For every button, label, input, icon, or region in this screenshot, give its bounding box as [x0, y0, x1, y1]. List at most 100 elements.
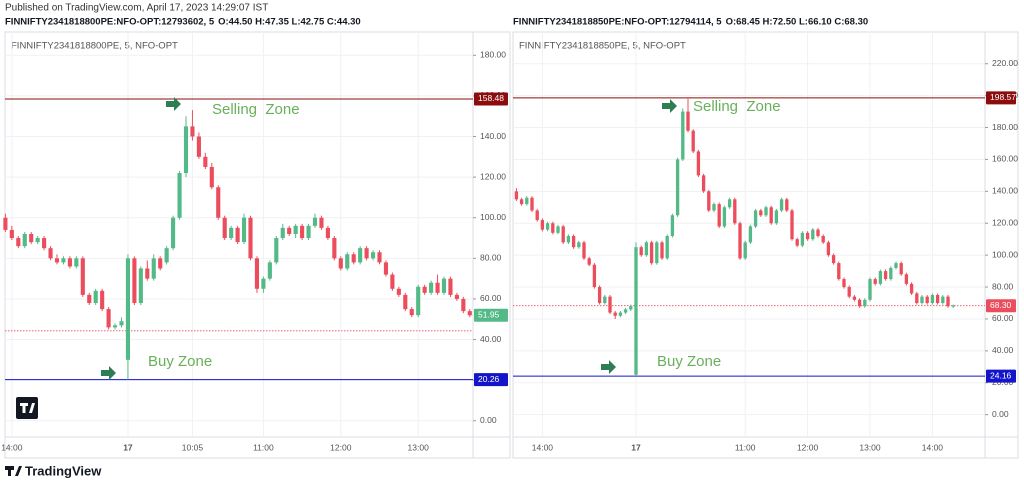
- candle-body: [790, 210, 794, 240]
- candle-body: [655, 242, 659, 264]
- candle-body: [48, 248, 53, 259]
- candle-body: [915, 293, 919, 303]
- price-tag-label: 158.48: [478, 93, 504, 103]
- candle-body: [826, 242, 831, 256]
- candle-body: [878, 271, 883, 284]
- candle-body: [629, 306, 633, 310]
- candle-body: [403, 294, 408, 310]
- candle-body: [158, 258, 163, 269]
- candle-body: [209, 166, 214, 188]
- symbol-label: FINNIFTY2341818850PE, 5, NFO-OPT: [519, 41, 686, 52]
- price-tag: [986, 369, 1016, 383]
- candle-body: [100, 290, 105, 310]
- candle-body: [561, 226, 565, 243]
- x-tick-label: 14:00: [922, 442, 944, 452]
- price-tag: [474, 308, 508, 322]
- candle-body: [325, 227, 330, 239]
- x-tick-label: 13:00: [408, 442, 430, 452]
- candle-body: [691, 130, 695, 152]
- y-tick-label: 0.00: [992, 409, 1009, 419]
- candle-body: [338, 258, 343, 269]
- candle-body: [358, 248, 363, 263]
- candle-body: [852, 296, 857, 300]
- candle-body: [351, 254, 356, 263]
- candle-body: [364, 248, 369, 259]
- zone-annotation: Selling Zone: [693, 98, 781, 115]
- candle-body: [577, 242, 581, 248]
- candle-body: [119, 321, 124, 326]
- y-tick-label: 40.00: [480, 334, 502, 344]
- candle-body: [525, 197, 529, 205]
- candle-body: [106, 309, 111, 328]
- candle-body: [383, 262, 389, 275]
- price-tag-label: 68.30: [990, 300, 1012, 310]
- candle-body: [9, 229, 14, 239]
- candle-body: [769, 207, 773, 224]
- candle-body: [29, 233, 34, 243]
- x-tick-label: 10:05: [182, 442, 204, 452]
- candle-body: [847, 287, 851, 297]
- candle-body: [93, 290, 98, 303]
- candle-body: [701, 175, 706, 192]
- candle-body: [764, 207, 768, 216]
- candle-body: [759, 210, 763, 216]
- candle-body: [248, 217, 253, 259]
- candle-body: [774, 210, 779, 224]
- candle-body: [300, 225, 305, 239]
- price-tag: [986, 299, 1016, 313]
- candle-body: [80, 258, 85, 295]
- y-tick-label: 180.00: [480, 50, 506, 60]
- x-tick-label: 12:00: [330, 442, 352, 452]
- candle-body: [753, 210, 758, 227]
- candle-body: [816, 229, 820, 236]
- candle-body: [639, 247, 643, 256]
- candle-body: [377, 252, 382, 263]
- candle-body: [216, 187, 221, 218]
- y-tick-label: 0.00: [480, 415, 497, 425]
- candle-body: [821, 236, 825, 243]
- price-tag-label: 198.57: [990, 92, 1016, 102]
- candle-body: [738, 223, 742, 259]
- candle-body: [274, 238, 279, 263]
- candle-body: [42, 238, 47, 249]
- candle-body: [686, 111, 690, 131]
- candle-body: [618, 312, 623, 316]
- candle-body: [396, 288, 401, 295]
- y-tick-label: 120.00: [480, 171, 506, 181]
- price-tag-label: 51.95: [478, 310, 500, 320]
- candle-body: [894, 263, 898, 268]
- candle-body: [514, 191, 519, 200]
- symbol-label: FINNIFTY2341818800PE, 5, NFO-OPT: [11, 41, 178, 52]
- price-tag: [474, 92, 508, 106]
- y-tick-label: 100.00: [992, 249, 1018, 259]
- candle-body: [390, 274, 395, 289]
- candle-body: [733, 199, 737, 224]
- candle-body: [222, 217, 227, 239]
- candle-body: [519, 199, 524, 205]
- candle-body: [582, 242, 586, 259]
- candle-body: [785, 199, 789, 211]
- candle-body: [35, 238, 40, 243]
- candle-body: [267, 262, 272, 279]
- candle-body: [67, 258, 72, 267]
- arrow: [601, 360, 616, 374]
- candle-body: [164, 248, 169, 263]
- y-tick-label: 80.00: [992, 281, 1014, 291]
- candle-body: [863, 299, 867, 307]
- candle-body: [889, 267, 893, 280]
- arrow: [662, 99, 677, 113]
- candle-body: [138, 268, 143, 303]
- candle-body: [613, 312, 617, 316]
- tv-logo-box: [16, 397, 38, 419]
- y-tick-label: 40.00: [992, 345, 1014, 355]
- x-tick-label: 11:00: [735, 442, 756, 452]
- candle-body: [429, 282, 434, 293]
- zone-annotation: Selling Zone: [212, 101, 300, 118]
- candle-body: [22, 233, 27, 247]
- candle-body: [467, 311, 472, 316]
- candle-body: [883, 271, 888, 280]
- candle-body: [831, 255, 836, 264]
- chart-legend: FINNIFTY2341818850PE:NFO-OPT:12794114, 5: [513, 17, 722, 28]
- candle-body: [946, 296, 950, 307]
